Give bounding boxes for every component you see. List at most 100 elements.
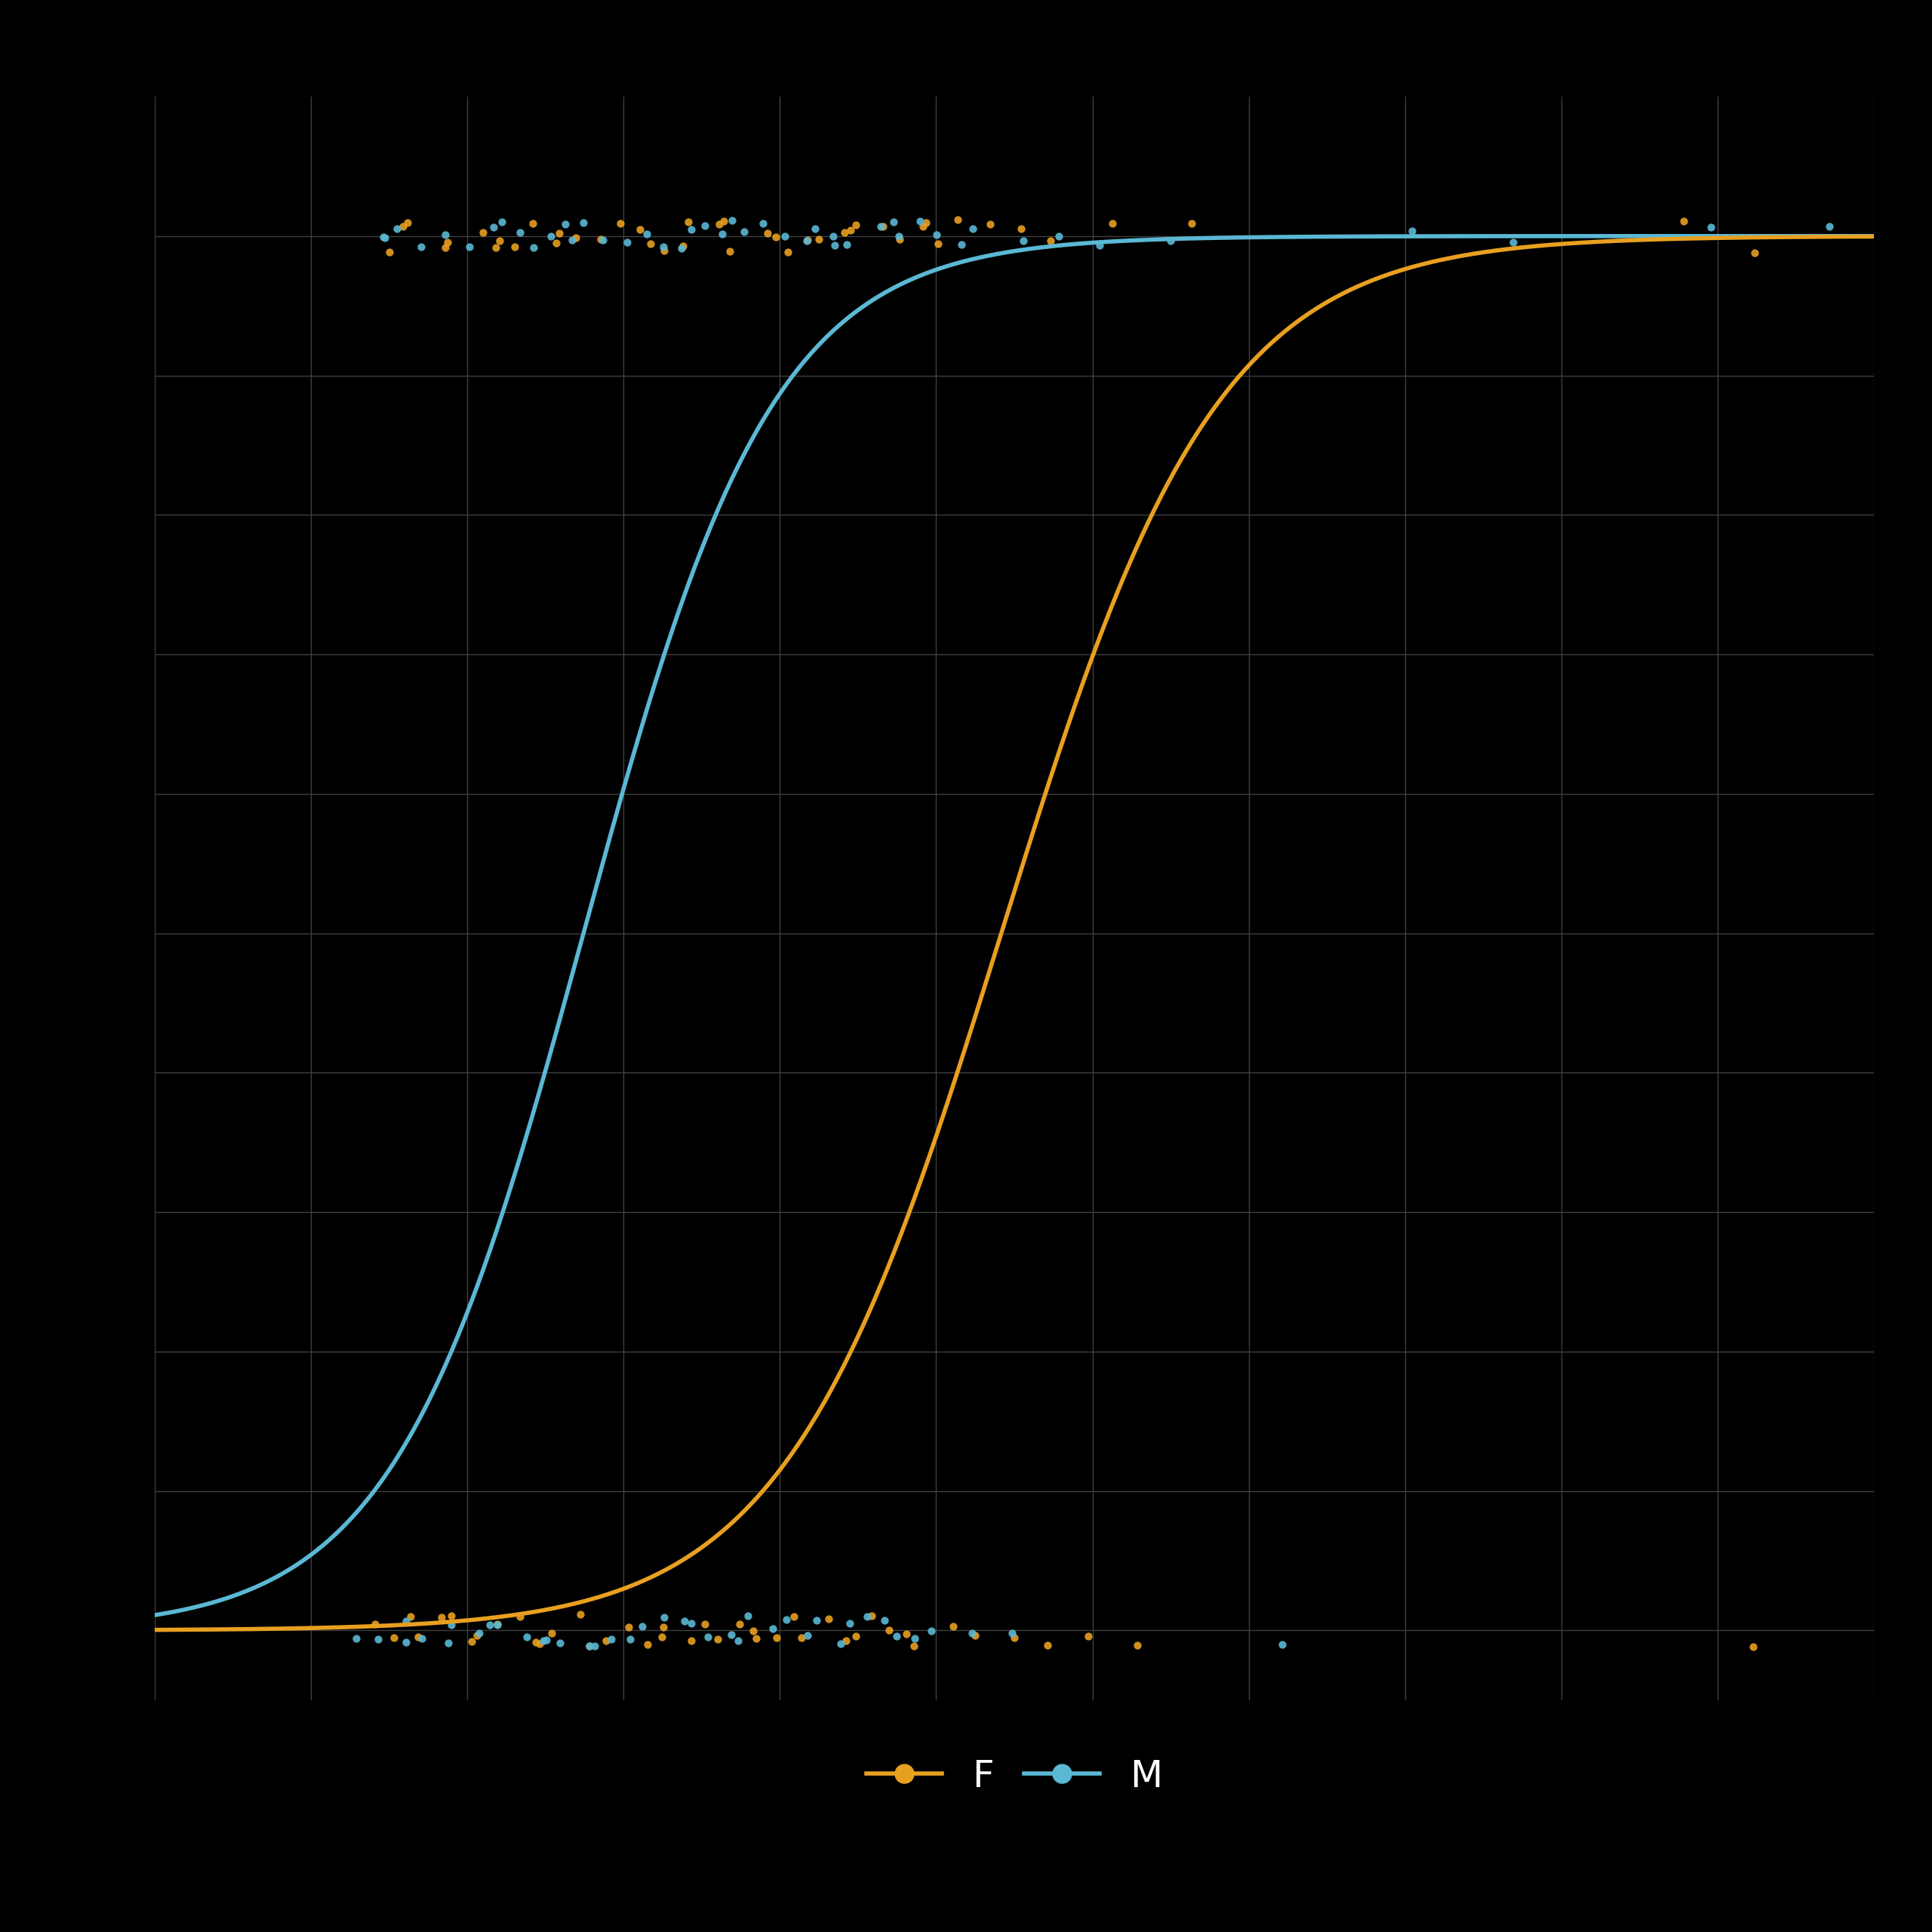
- Point: [612, 1611, 643, 1642]
- Point: [454, 232, 485, 263]
- Point: [545, 1627, 576, 1658]
- Point: [717, 205, 748, 236]
- Point: [632, 1629, 663, 1660]
- Point: [947, 228, 978, 259]
- Point: [881, 1621, 912, 1652]
- Point: [867, 211, 898, 242]
- Point: [614, 1625, 645, 1656]
- Point: [481, 1609, 512, 1640]
- Point: [390, 1627, 421, 1658]
- Point: [829, 216, 860, 247]
- Point: [703, 1623, 734, 1654]
- Point: [612, 226, 643, 257]
- Point: [869, 1605, 900, 1636]
- Point: [738, 1615, 769, 1646]
- Point: [560, 222, 591, 253]
- Point: [1009, 224, 1039, 255]
- Point: [773, 236, 804, 267]
- Point: [595, 1625, 626, 1656]
- Point: [866, 211, 896, 242]
- Point: [910, 207, 941, 238]
- Point: [904, 205, 935, 236]
- Point: [468, 216, 498, 247]
- Point: [883, 220, 914, 251]
- Point: [585, 224, 616, 255]
- Point: [956, 1617, 987, 1648]
- Point: [715, 236, 746, 267]
- Point: [462, 1619, 493, 1650]
- Point: [568, 207, 599, 238]
- Point: [636, 228, 667, 259]
- Point: [549, 209, 580, 240]
- Point: [769, 220, 800, 251]
- Point: [922, 220, 952, 251]
- Point: [605, 209, 636, 240]
- Point: [1737, 1633, 1768, 1663]
- Point: [427, 1602, 458, 1633]
- Point: [724, 1609, 755, 1640]
- Point: [543, 218, 574, 249]
- Point: [748, 207, 779, 238]
- Point: [1072, 1621, 1103, 1652]
- Point: [1032, 1629, 1063, 1660]
- Point: [804, 224, 835, 255]
- Point: [406, 232, 437, 263]
- Legend: F, M: F, M: [852, 1743, 1177, 1810]
- Point: [779, 1602, 810, 1633]
- Point: [649, 236, 680, 267]
- Point: [392, 207, 423, 238]
- Point: [531, 1625, 562, 1656]
- Point: [464, 1617, 495, 1648]
- Point: [431, 220, 462, 251]
- Point: [524, 1629, 554, 1660]
- Point: [819, 230, 850, 261]
- Point: [1097, 209, 1128, 240]
- Point: [802, 1605, 833, 1636]
- Point: [537, 1617, 568, 1648]
- Point: [709, 205, 740, 236]
- Point: [937, 1611, 968, 1642]
- Point: [792, 226, 823, 257]
- Point: [1739, 238, 1770, 269]
- Point: [520, 1627, 551, 1658]
- Point: [873, 1615, 904, 1646]
- Point: [835, 214, 866, 245]
- Point: [541, 228, 572, 259]
- Point: [999, 1623, 1030, 1654]
- Point: [792, 224, 823, 255]
- Point: [1177, 209, 1208, 240]
- Point: [694, 1621, 724, 1652]
- Point: [624, 214, 655, 245]
- Point: [742, 1623, 773, 1654]
- Point: [369, 222, 400, 253]
- Point: [732, 1600, 763, 1631]
- Point: [1155, 226, 1186, 257]
- Point: [690, 211, 721, 242]
- Point: [564, 1600, 595, 1631]
- Point: [676, 214, 707, 245]
- Point: [367, 222, 398, 253]
- Point: [856, 1600, 887, 1631]
- Point: [504, 1602, 535, 1633]
- Point: [402, 1621, 433, 1652]
- Point: [723, 1625, 753, 1656]
- Point: [672, 207, 703, 238]
- Point: [394, 1602, 425, 1633]
- Point: [375, 238, 406, 269]
- Point: [817, 220, 848, 251]
- Point: [668, 230, 699, 261]
- Point: [479, 213, 510, 243]
- Point: [456, 1627, 487, 1658]
- Point: [825, 1629, 856, 1660]
- Point: [535, 220, 566, 251]
- Point: [997, 1617, 1028, 1648]
- Point: [1814, 211, 1845, 242]
- Point: [976, 209, 1007, 240]
- Point: [761, 1623, 792, 1654]
- Point: [786, 1623, 817, 1654]
- Point: [960, 1621, 991, 1652]
- Point: [1036, 226, 1066, 257]
- Point: [475, 1609, 506, 1640]
- Point: [485, 226, 516, 257]
- Point: [1007, 213, 1037, 243]
